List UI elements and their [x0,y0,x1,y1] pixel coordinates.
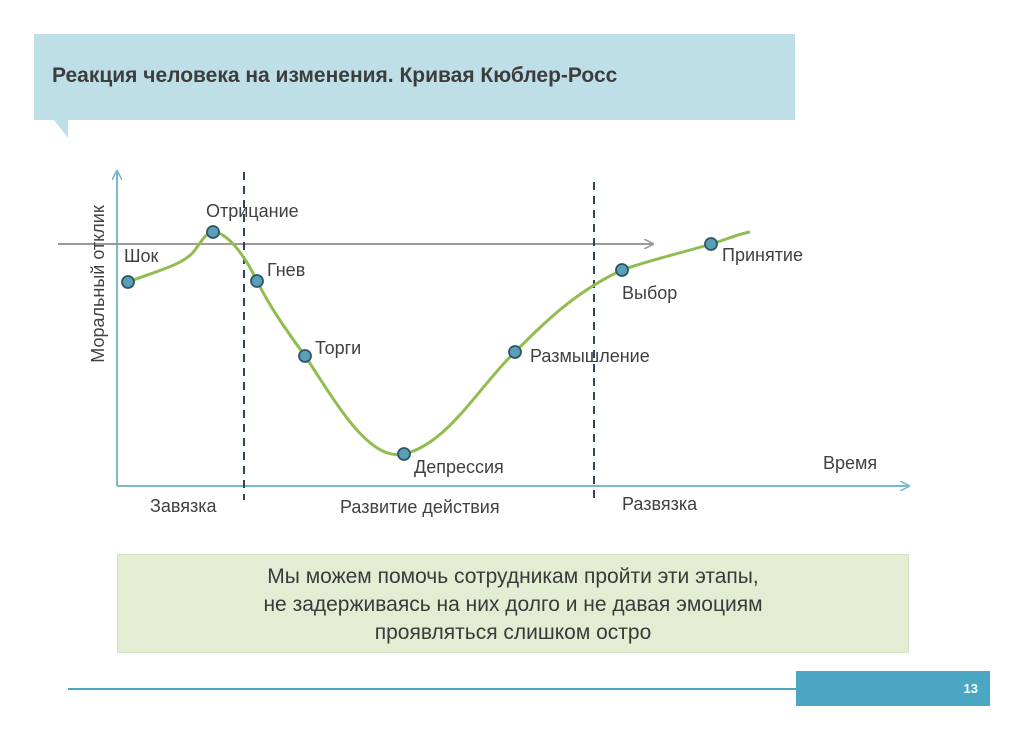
marker-denial [206,225,220,239]
phase-label-1: Завязка [150,496,218,516]
phase-label-2: Развитие действия [340,497,500,517]
page-number-badge: 13 [796,671,990,706]
title-banner [34,34,795,120]
note-box: Мы можем помочь сотрудникам пройти эти э… [117,554,909,653]
x-axis-label: Время [823,453,877,473]
note-line-1: Мы можем помочь сотрудникам пройти эти э… [267,565,759,588]
stage-label-choice: Выбор [622,283,677,303]
stage-label-reflection: Размышление [530,346,650,366]
stage-markers [121,225,718,461]
marker-depression [397,447,411,461]
stage-label-acceptance: Принятие [722,245,803,265]
marker-choice [615,263,629,277]
footer-divider [68,688,796,690]
slide-title: Реакция человека на изменения. Кривая Кю… [52,64,618,87]
stage-label-anger: Гнев [267,260,305,280]
stage-label-shock: Шок [124,246,159,266]
change-curve [127,230,751,457]
marker-bargaining [298,349,312,363]
marker-reflection [508,345,522,359]
title-banner-tab [54,120,68,138]
y-axis-label: Моральный отклик [88,205,108,363]
marker-anger [250,274,264,288]
marker-acceptance [704,237,718,251]
phase-label-3: Развязка [622,494,698,514]
note-line-2: не задерживаясь на них долго и не давая … [263,593,763,616]
stage-label-depression: Депрессия [414,457,504,477]
stage-label-bargaining: Торги [315,338,361,358]
note-line-3: проявляться слишком остро [374,621,652,644]
stage-label-denial: Отрицание [206,201,299,221]
marker-shock [121,275,135,289]
page-number: 13 [963,681,978,696]
